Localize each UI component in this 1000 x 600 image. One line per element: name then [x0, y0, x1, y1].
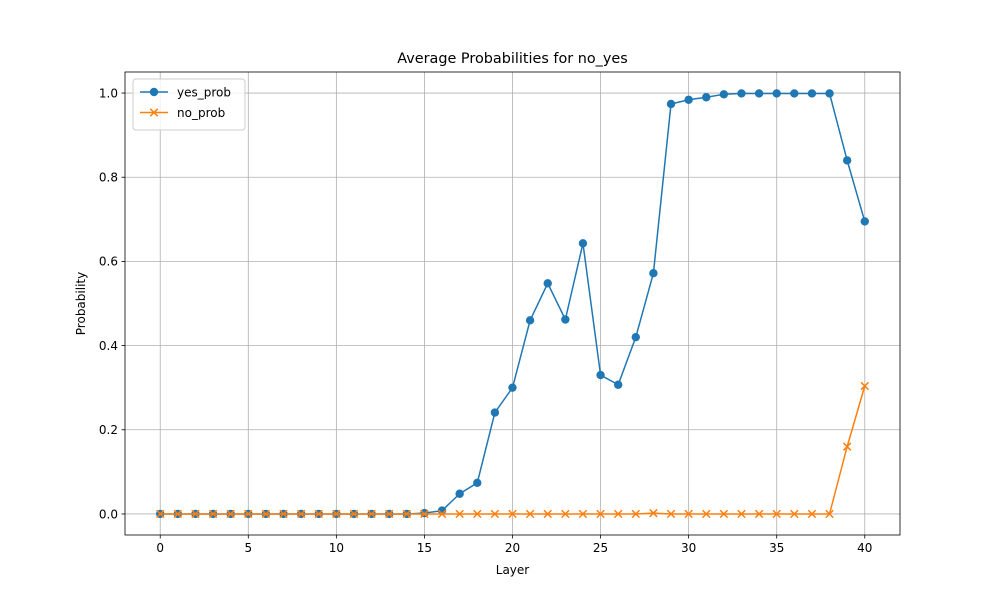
data-point [367, 509, 376, 519]
x-axis: 0 5 10 15 20 25 30 35 40 [156, 535, 872, 555]
data-point [508, 383, 517, 392]
data-point [208, 509, 218, 519]
y-tick-label: 0.0 [99, 507, 118, 521]
data-point [666, 509, 676, 519]
data-point [613, 380, 623, 389]
data-point [719, 509, 729, 519]
data-point [490, 509, 500, 519]
data-point [349, 509, 359, 519]
data-point [578, 509, 588, 519]
y-tick-label: 0.4 [99, 339, 118, 353]
x-axis-label: Layer [496, 563, 530, 577]
data-point [719, 90, 729, 99]
data-point [473, 478, 482, 488]
data-point [754, 509, 764, 519]
legend-item-no_prob: no_prob [140, 106, 225, 120]
data-point [649, 508, 658, 518]
x-tick-label: 30 [681, 541, 696, 555]
data-point [173, 509, 183, 519]
data-point [561, 315, 570, 324]
data-point [613, 509, 623, 519]
data-point [261, 509, 271, 519]
data-point [226, 509, 235, 519]
data-point [860, 217, 869, 226]
data-point [244, 509, 253, 519]
chart-title: Average Probabilities for no_yes [397, 51, 628, 67]
data-point [455, 489, 464, 498]
data-point [525, 509, 535, 519]
legend-marker [149, 108, 159, 117]
y-tick-label: 1.0 [99, 86, 118, 100]
data-point [578, 239, 588, 248]
data-point [490, 408, 500, 417]
data-point [525, 316, 535, 325]
data-point [455, 509, 464, 519]
x-tick-label: 10 [329, 541, 344, 555]
data-point [473, 509, 482, 519]
data-point [191, 509, 200, 519]
legend-marker [149, 87, 159, 97]
legend-label: no_prob [177, 106, 225, 120]
series-layer [155, 89, 870, 519]
x-tick-label: 15 [417, 541, 432, 555]
data-point [684, 95, 693, 104]
data-point [737, 89, 746, 98]
data-point [437, 509, 447, 519]
data-point [684, 509, 693, 519]
data-point [807, 89, 817, 98]
data-point [666, 99, 676, 109]
data-point [402, 509, 412, 519]
legend-label: yes_prob [177, 85, 231, 99]
x-tick-label: 20 [505, 541, 520, 555]
x-tick-label: 35 [769, 541, 784, 555]
y-tick-label: 0.8 [99, 171, 118, 185]
data-point [508, 509, 517, 519]
y-tick-label: 0.2 [99, 423, 118, 437]
data-point [649, 268, 658, 278]
series-no_prob [155, 381, 870, 519]
data-point [596, 370, 605, 380]
legend: yes_prob no_prob [132, 78, 246, 131]
data-point [279, 509, 288, 519]
y-axis-label: Probability [74, 272, 88, 335]
data-point [702, 93, 711, 102]
data-point [543, 279, 552, 288]
data-point [807, 509, 817, 519]
data-point [384, 509, 394, 519]
data-point [790, 89, 799, 98]
data-point [561, 509, 570, 519]
x-tick-label: 5 [244, 541, 252, 555]
data-point [772, 509, 781, 519]
data-point [825, 89, 834, 98]
data-point [332, 509, 341, 519]
data-point [155, 509, 165, 519]
data-point [702, 509, 711, 519]
x-tick-label: 40 [857, 541, 872, 555]
data-point [314, 509, 323, 519]
data-point [860, 381, 870, 391]
data-point [631, 332, 640, 342]
x-tick-label: 25 [593, 541, 608, 555]
y-axis: 0.0 0.2 0.4 0.6 0.8 1.0 [99, 86, 125, 521]
y-tick-label: 0.6 [99, 255, 118, 269]
data-point [842, 442, 852, 451]
data-point [543, 509, 552, 519]
data-point [631, 509, 641, 519]
legend-item-yes_prob: yes_prob [140, 85, 231, 99]
data-point [737, 509, 746, 519]
data-point [596, 509, 605, 519]
data-point [772, 89, 781, 98]
data-point [754, 89, 764, 98]
data-point [825, 509, 834, 519]
data-point [790, 509, 799, 519]
data-point [296, 509, 306, 519]
data-point [842, 156, 852, 165]
data-point [420, 509, 429, 519]
x-tick-label: 0 [156, 541, 164, 555]
